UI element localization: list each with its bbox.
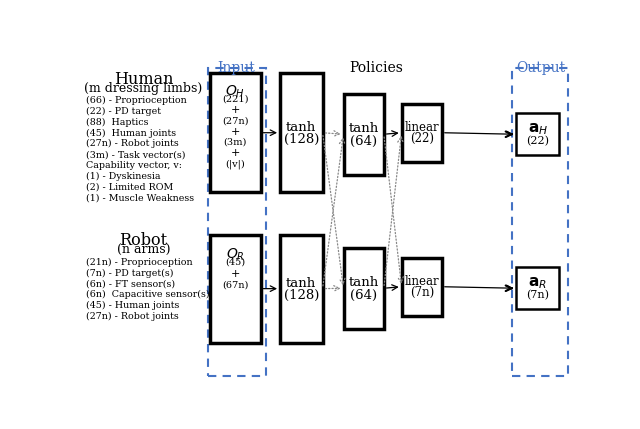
Bar — [210, 73, 260, 192]
Text: (1) - Muscle Weakness: (1) - Muscle Weakness — [86, 193, 195, 202]
Bar — [516, 113, 559, 155]
Text: (1) - Dyskinesia: (1) - Dyskinesia — [86, 172, 161, 181]
Text: (n arms): (n arms) — [117, 244, 170, 257]
Text: (7n): (7n) — [410, 287, 434, 299]
Bar — [513, 68, 568, 376]
Text: (66) - Proprioception: (66) - Proprioception — [86, 96, 187, 105]
Text: +: + — [230, 148, 240, 158]
Text: linear: linear — [404, 121, 439, 134]
Bar — [402, 104, 442, 162]
Text: tanh: tanh — [286, 277, 316, 290]
Text: +: + — [230, 106, 240, 115]
Text: (22): (22) — [526, 136, 549, 146]
Text: (22) - PD target: (22) - PD target — [86, 107, 161, 116]
Text: Robot: Robot — [120, 233, 168, 249]
Text: (27n) - Robot joints: (27n) - Robot joints — [86, 139, 179, 148]
Text: $\mathbf{a}_{H}$: $\mathbf{a}_{H}$ — [527, 121, 548, 137]
Text: (221): (221) — [222, 95, 248, 103]
Text: (2) - Limited ROM: (2) - Limited ROM — [86, 182, 173, 191]
Text: $O_H$: $O_H$ — [225, 84, 245, 100]
Text: Capability vector, v:: Capability vector, v: — [86, 161, 182, 170]
Text: (128): (128) — [284, 133, 319, 146]
Text: (6n) - FT sensor(s): (6n) - FT sensor(s) — [86, 279, 175, 288]
Text: (7n) - PD target(s): (7n) - PD target(s) — [86, 269, 173, 278]
Text: (64): (64) — [350, 289, 377, 302]
Text: tanh: tanh — [286, 121, 316, 134]
Bar — [402, 258, 442, 316]
Text: (128): (128) — [284, 289, 319, 302]
Text: +: + — [230, 127, 240, 137]
Text: $O_R$: $O_R$ — [226, 247, 244, 263]
Bar — [208, 68, 266, 376]
Text: $\mathbf{a}_{R}$: $\mathbf{a}_{R}$ — [528, 275, 547, 291]
Text: (|v|): (|v|) — [225, 159, 245, 169]
Text: (3m) - Task vector(s): (3m) - Task vector(s) — [86, 150, 186, 159]
Text: tanh: tanh — [349, 122, 379, 136]
Bar — [344, 248, 384, 329]
Bar — [516, 267, 559, 309]
Text: (m dressing limbs): (m dressing limbs) — [84, 82, 203, 95]
Text: linear: linear — [404, 275, 439, 288]
Text: (45) - Human joints: (45) - Human joints — [86, 301, 180, 310]
Text: (45)  Human joints: (45) Human joints — [86, 128, 177, 138]
Text: (45): (45) — [225, 258, 246, 267]
Text: (64): (64) — [350, 135, 377, 148]
Text: (21n) - Proprioception: (21n) - Proprioception — [86, 258, 193, 267]
Bar — [344, 94, 384, 175]
Text: (27n) - Robot joints: (27n) - Robot joints — [86, 312, 179, 321]
Text: (67n): (67n) — [222, 280, 248, 289]
Bar — [280, 235, 323, 342]
Text: tanh: tanh — [349, 276, 379, 290]
Text: +: + — [230, 269, 240, 279]
Bar — [280, 73, 323, 192]
Text: (3m): (3m) — [224, 138, 247, 147]
Text: (88)  Haptics: (88) Haptics — [86, 118, 148, 127]
Text: (6n)  Capacitive sensor(s): (6n) Capacitive sensor(s) — [86, 290, 210, 299]
Text: Human: Human — [114, 71, 173, 88]
Text: Input: Input — [218, 61, 255, 75]
Text: Output: Output — [516, 61, 566, 75]
Text: (7n): (7n) — [526, 290, 549, 300]
Text: (27n): (27n) — [222, 116, 248, 125]
Text: (22): (22) — [410, 133, 434, 145]
Text: Policies: Policies — [349, 61, 403, 75]
Bar — [210, 235, 260, 342]
